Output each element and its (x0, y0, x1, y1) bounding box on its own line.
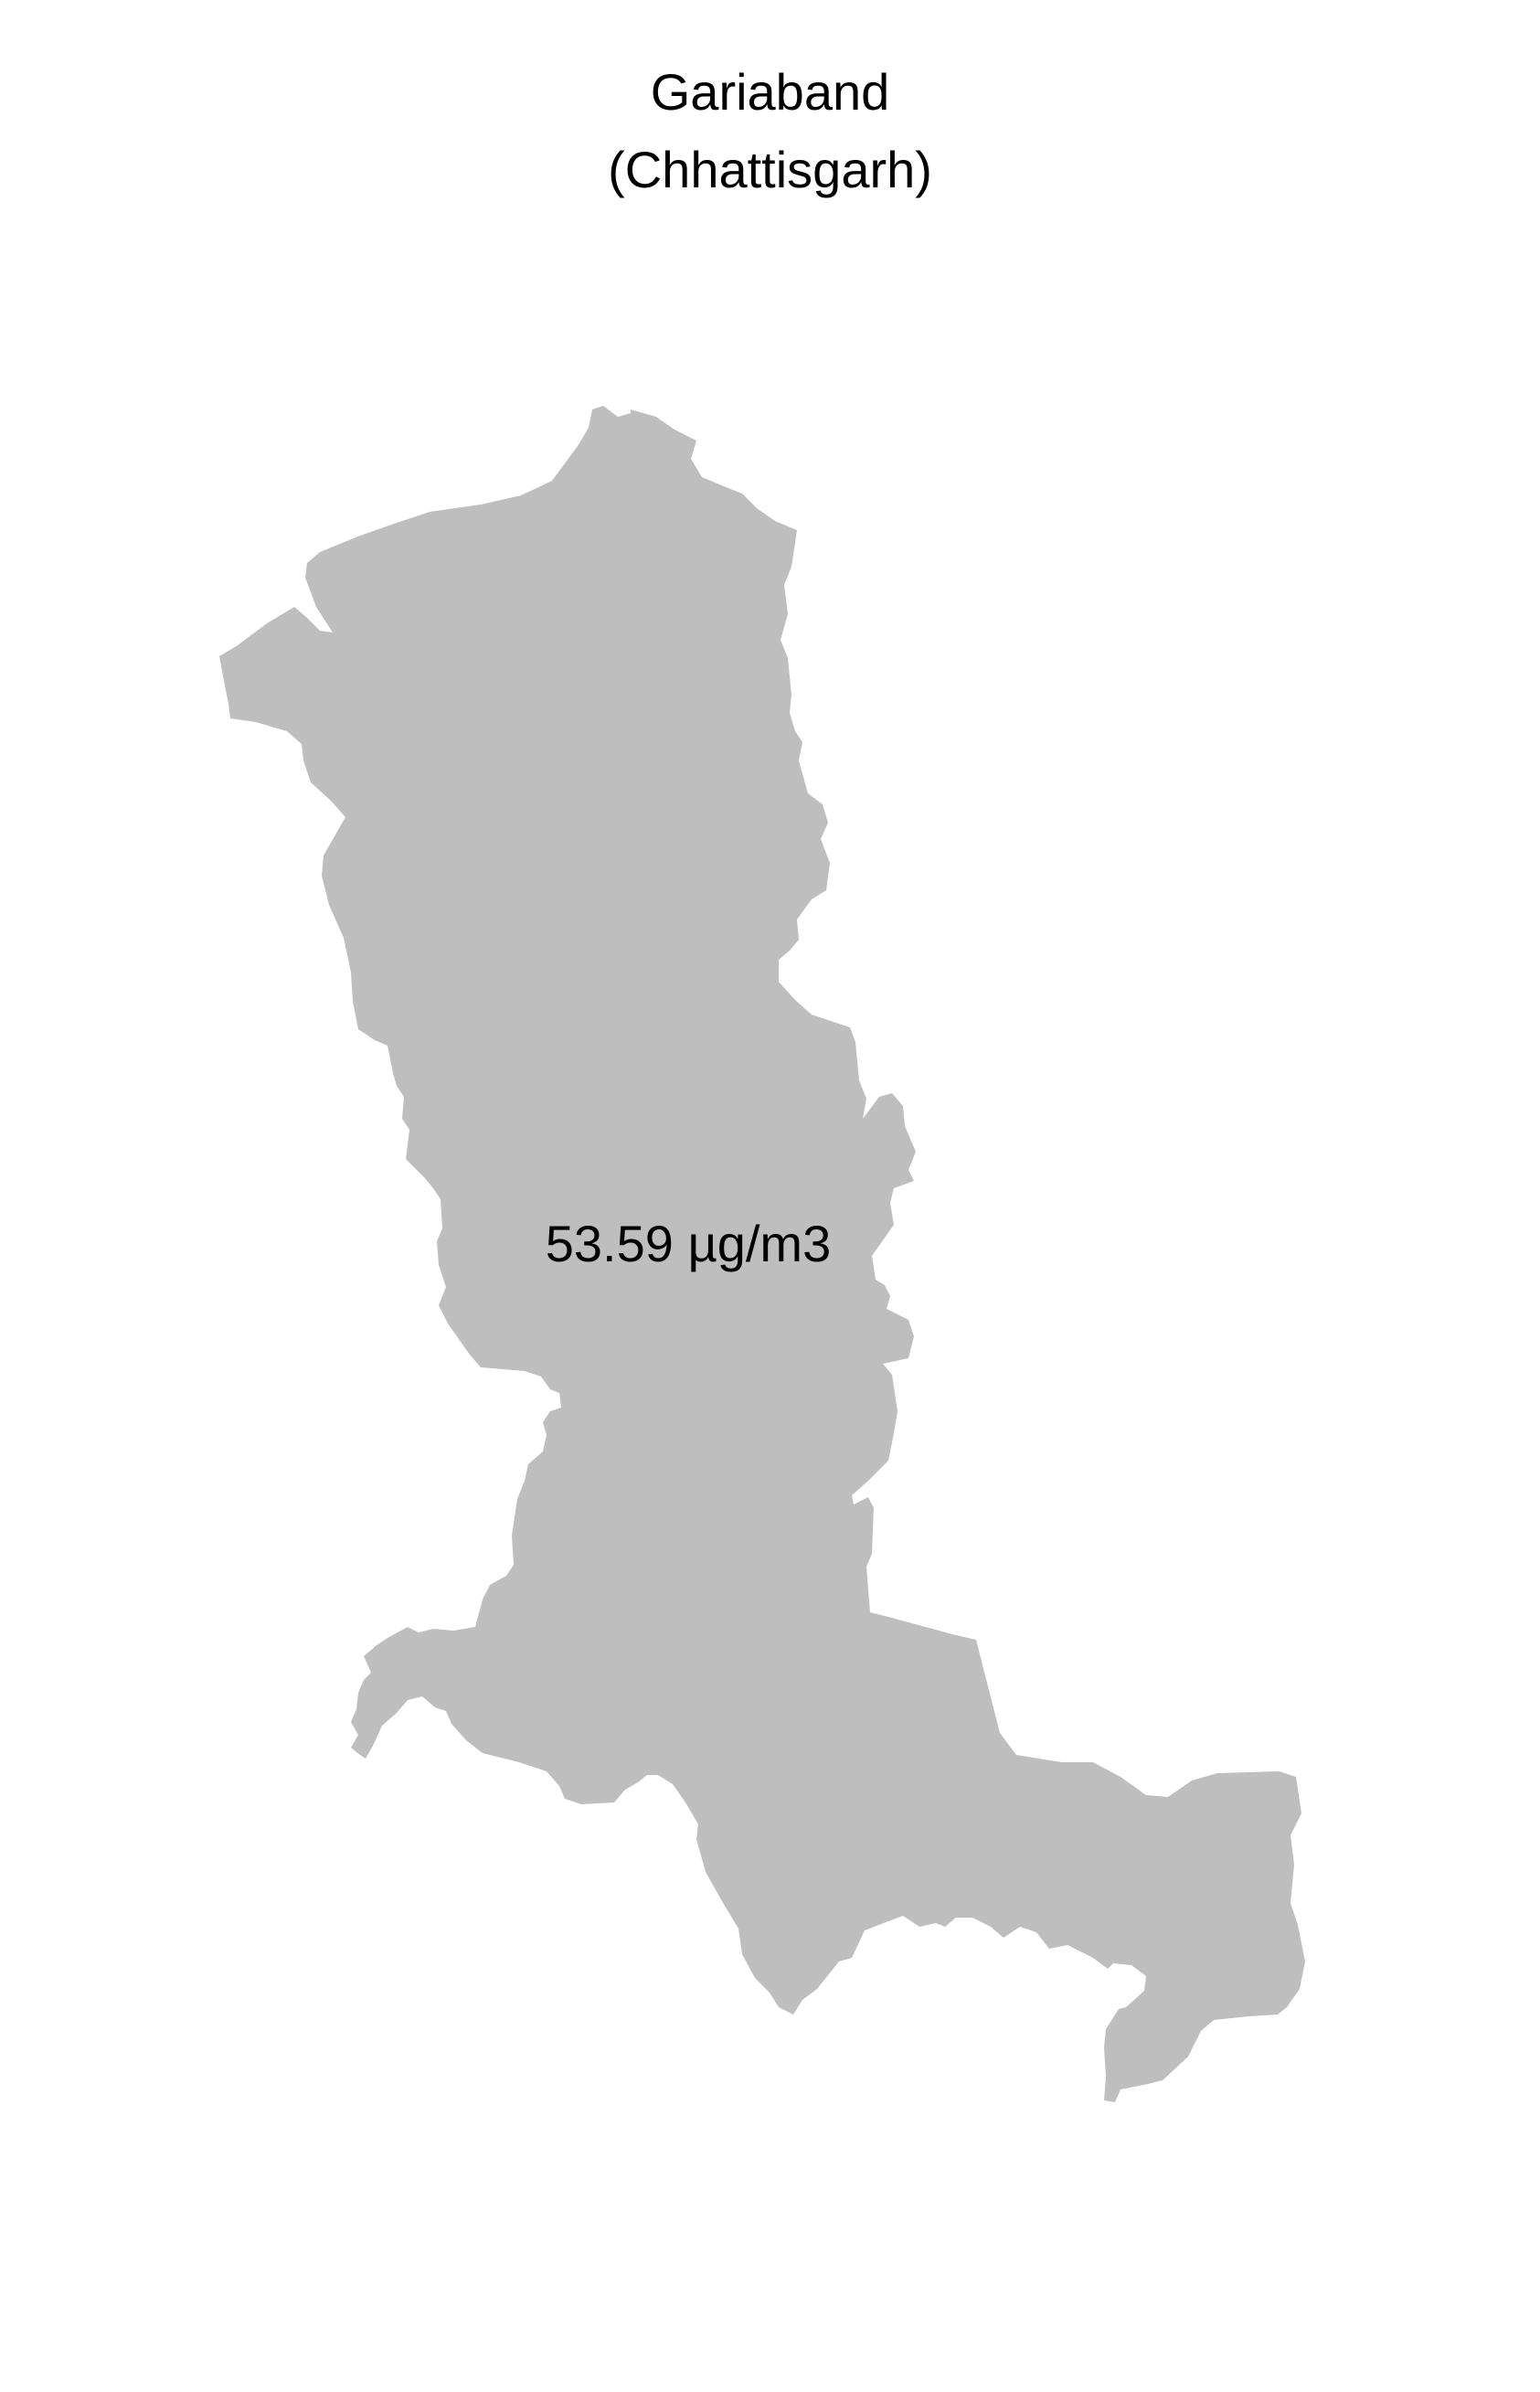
state-name: (Chhattisgarh) (608, 141, 932, 198)
district-name: Gariaband (650, 63, 890, 121)
district-boundary-shape (219, 406, 1305, 2102)
map-title: Gariaband (Chhattisgarh) (0, 53, 1540, 208)
region-value-label: 53.59 µg/m3 (546, 1215, 831, 1272)
